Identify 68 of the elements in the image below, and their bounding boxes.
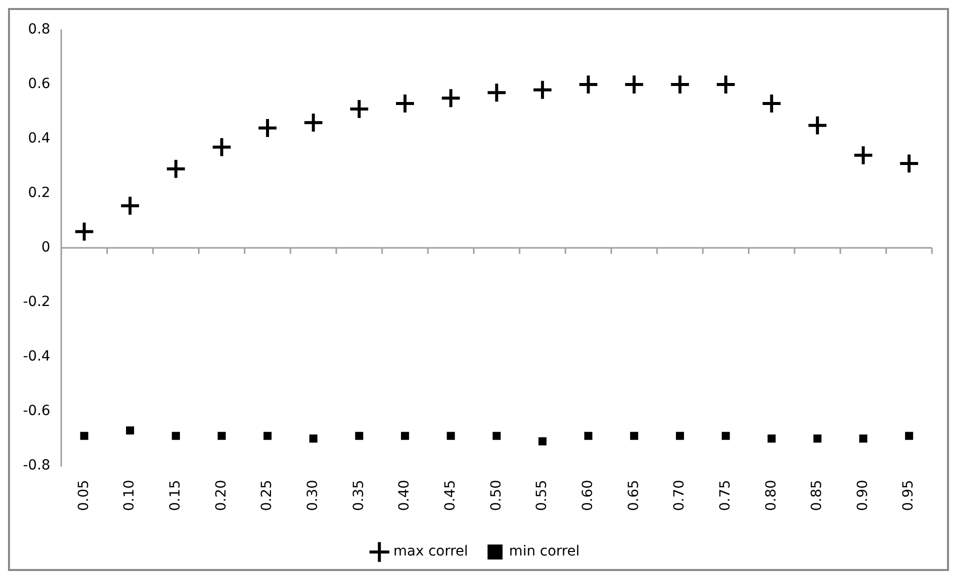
point <box>578 74 599 95</box>
x-tick-label: 0.65 <box>626 480 642 511</box>
x-tick-label: 0.40 <box>396 480 413 511</box>
point <box>440 88 462 109</box>
point <box>532 79 553 100</box>
point <box>355 432 364 440</box>
x-tick-label: 0.60 <box>580 480 596 511</box>
x-tick-label: 0.50 <box>488 480 504 511</box>
point <box>852 144 874 166</box>
legend-label: max correl <box>393 544 468 560</box>
point <box>492 432 501 440</box>
y-tick-label: -0.2 <box>22 294 50 310</box>
point <box>669 74 690 95</box>
x-tick-label: 0.25 <box>259 480 276 511</box>
y-tick-label: -0.4 <box>22 348 50 365</box>
point <box>486 82 508 104</box>
x-tick-label: 0.20 <box>213 480 230 511</box>
point <box>905 432 914 440</box>
x-tick-label: 0.80 <box>763 480 780 511</box>
point <box>80 432 88 440</box>
point <box>74 221 95 242</box>
y-tick-label: 0.8 <box>28 22 50 38</box>
y-tick-label: 0.6 <box>28 76 50 92</box>
point <box>722 432 730 440</box>
legend-label: min correl <box>509 544 580 560</box>
x-tick-label: 0.30 <box>304 480 321 511</box>
point <box>768 434 776 443</box>
point <box>309 434 318 443</box>
point <box>257 118 278 139</box>
x-tick-label: 0.90 <box>854 480 871 511</box>
x-tick-label: 0.85 <box>809 480 826 511</box>
point <box>172 432 180 440</box>
point <box>898 152 920 174</box>
x-tick-label: 0.95 <box>900 480 917 511</box>
point <box>394 93 416 114</box>
point <box>211 136 232 158</box>
point <box>446 432 455 440</box>
point <box>165 158 186 180</box>
y-tick-label: 0.2 <box>28 185 50 202</box>
point <box>120 195 141 216</box>
y-tick-label: 0 <box>41 240 50 256</box>
y-tick-label: -0.6 <box>22 402 50 419</box>
x-tick-label: 0.05 <box>76 480 92 511</box>
point <box>400 432 410 440</box>
x-tick-label: 0.55 <box>534 480 550 511</box>
point <box>584 432 592 440</box>
point <box>761 93 782 114</box>
y-tick-label: -0.8 <box>22 457 50 474</box>
point <box>806 114 828 136</box>
x-tick-label: 0.45 <box>442 480 458 511</box>
point <box>302 112 324 134</box>
point <box>538 437 547 446</box>
x-tick-label: 0.70 <box>672 480 688 511</box>
point <box>813 434 822 443</box>
x-tick-label: 0.10 <box>122 480 138 511</box>
point <box>630 432 638 440</box>
x-tick-label: 0.35 <box>350 480 367 511</box>
point <box>218 432 226 440</box>
point <box>624 74 645 95</box>
point <box>126 426 134 434</box>
point <box>859 434 868 443</box>
point <box>348 98 370 120</box>
point <box>263 432 272 440</box>
point <box>715 74 736 95</box>
x-tick-label: 0.15 <box>168 480 184 511</box>
x-tick-label: 0.75 <box>717 480 734 511</box>
y-tick-label: 0.4 <box>28 130 50 147</box>
point <box>676 432 684 440</box>
